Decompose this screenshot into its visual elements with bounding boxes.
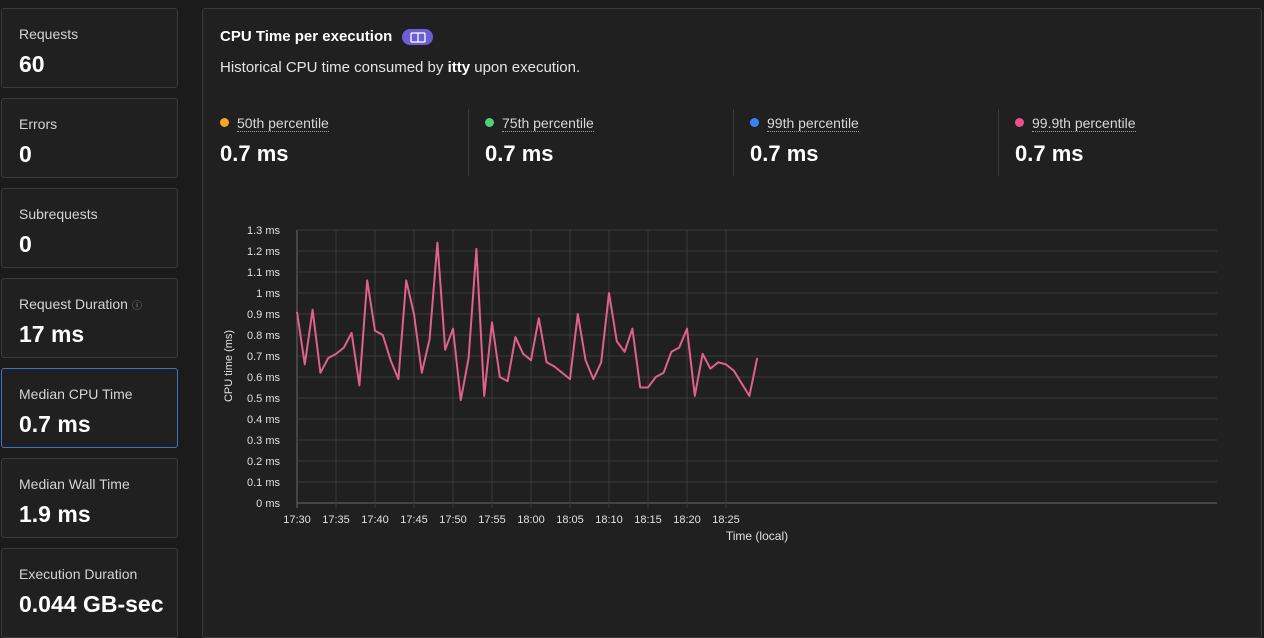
subtitle-suffix: upon execution.	[470, 59, 581, 76]
panel-subtitle: Historical CPU time consumed by itty upo…	[220, 59, 580, 76]
metric-card-execution-duration[interactable]: Execution Duration 0.044 GB-sec	[1, 548, 178, 638]
stat-divider	[998, 109, 999, 176]
metric-value: 1.9 ms	[19, 501, 91, 527]
metric-card-request-duration[interactable]: Request Duration ⓘ 17 ms	[1, 278, 178, 358]
metric-card-median-wall-time[interactable]: Median Wall Time 1.9 ms	[1, 458, 178, 538]
percentile-label[interactable]: 50th percentile	[237, 115, 329, 132]
worker-name: itty	[447, 59, 471, 76]
info-circle-icon[interactable]: ⓘ	[131, 301, 142, 312]
metric-value: 17 ms	[19, 321, 85, 347]
metric-label: Request Duration	[19, 296, 128, 312]
metric-card-median-cpu-time[interactable]: Median CPU Time 0.7 ms	[1, 368, 178, 448]
metric-card-requests[interactable]: Requests 60	[1, 8, 178, 88]
metric-card-errors[interactable]: Errors 0	[1, 98, 178, 178]
metric-label: Errors	[19, 116, 58, 132]
percentile-value: 0.7 ms	[750, 141, 819, 166]
metric-card-subrequests[interactable]: Subrequests 0	[1, 188, 178, 268]
subtitle-prefix: Historical CPU time consumed by	[220, 59, 448, 76]
legend-dot-icon	[750, 118, 759, 127]
book-icon	[409, 31, 426, 43]
legend-dot-icon	[485, 118, 494, 127]
metric-label: Median Wall Time	[19, 476, 130, 492]
cpu-time-panel: CPU Time per execution Historical CPU ti…	[202, 8, 1262, 638]
metric-value: 0.7 ms	[19, 411, 91, 437]
metric-value: 0	[19, 231, 32, 257]
metric-label: Execution Duration	[19, 566, 138, 582]
percentile-value: 0.7 ms	[1015, 141, 1084, 166]
legend-dot-icon	[1015, 118, 1024, 127]
legend-dot-icon	[220, 118, 229, 127]
percentile-label[interactable]: 75th percentile	[502, 115, 594, 132]
stat-divider	[468, 109, 469, 176]
docs-badge[interactable]	[402, 29, 433, 45]
percentile-value: 0.7 ms	[485, 141, 554, 166]
metric-label-row: Request Duration ⓘ	[19, 296, 142, 312]
metric-value: 60	[19, 51, 45, 77]
percentile-label[interactable]: 99th percentile	[767, 115, 859, 132]
panel-title: CPU Time per execution	[220, 28, 393, 45]
metric-label: Median CPU Time	[19, 386, 133, 402]
percentile-value: 0.7 ms	[220, 141, 289, 166]
percentile-label[interactable]: 99.9th percentile	[1032, 115, 1136, 132]
stat-divider	[733, 109, 734, 176]
metric-value: 0.044 GB-sec	[19, 591, 164, 617]
metric-value: 0	[19, 141, 32, 167]
metric-label: Requests	[19, 26, 79, 42]
metric-label: Subrequests	[19, 206, 98, 222]
